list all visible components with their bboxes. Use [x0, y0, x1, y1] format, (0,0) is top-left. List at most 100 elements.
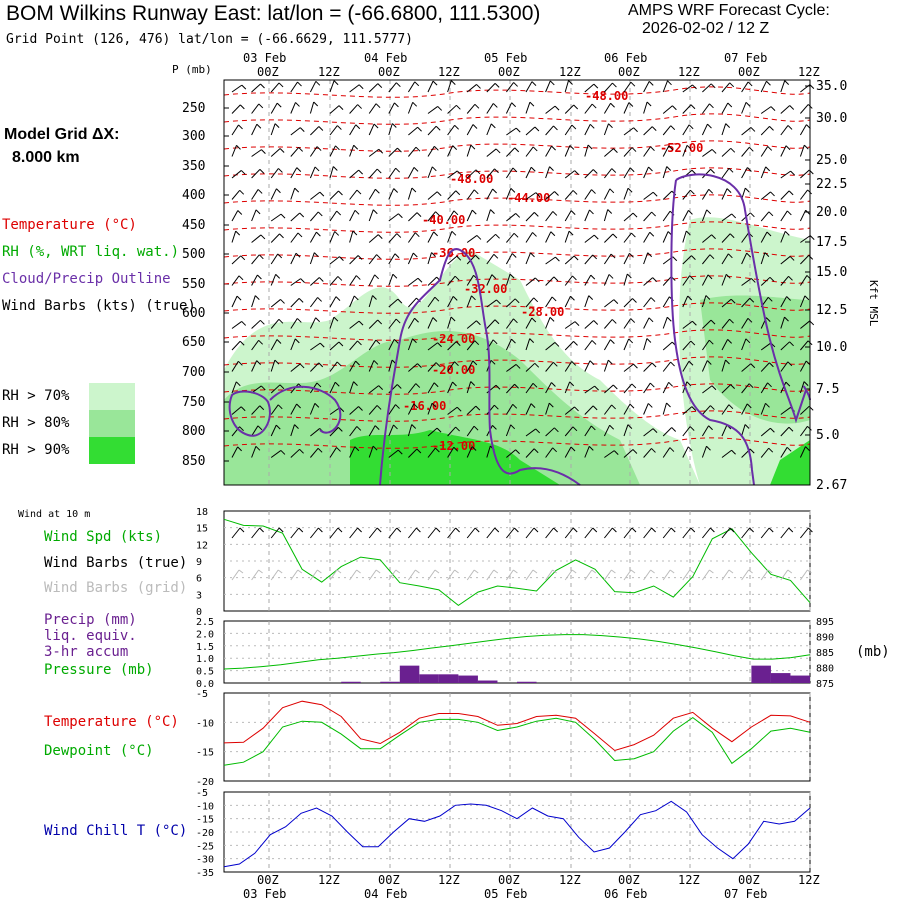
- bottom-time-9: 12Z: [798, 873, 820, 887]
- wind-speed-label: Wind Spd (kts): [44, 529, 163, 545]
- pressure-ytick-890: 890: [816, 633, 834, 644]
- wind-ytick-9: 9: [196, 557, 202, 568]
- bottom-time-0: 00Z: [257, 873, 279, 887]
- temperature-label: Temperature (°C): [44, 714, 179, 730]
- legend-wind-barbs: Wind Barbs (kts) (true): [2, 298, 196, 314]
- pressure-tick-800: 800: [182, 424, 205, 439]
- height-tick-0: 35.0: [816, 79, 847, 94]
- temp-panel-frame: [223, 692, 811, 782]
- temp-ytick--5: -5: [196, 689, 208, 700]
- dewpoint-line: [223, 716, 811, 766]
- precip-bar-8: [380, 681, 400, 683]
- temp-contour-2: [223, 140, 811, 152]
- top-date-2: 05 Feb: [484, 51, 527, 65]
- bottom-time-2: 00Z: [378, 873, 400, 887]
- rh80-region-right: [700, 295, 810, 424]
- chill-ytick--15: -15: [196, 815, 214, 826]
- pressure-tick-750: 750: [182, 395, 205, 410]
- wind-chill-label: Wind Chill T (°C): [44, 823, 188, 839]
- wind-ytick-15: 15: [196, 524, 208, 535]
- temp-label-1: -52.00: [660, 141, 703, 155]
- legend-temperature: Temperature (°C): [2, 217, 137, 233]
- temp-label-10: -16.00: [403, 399, 446, 413]
- temp-label-2: -48.00: [450, 172, 493, 186]
- pressure-tick-550: 550: [182, 277, 205, 292]
- temp-ytick--10: -10: [196, 718, 214, 729]
- pressure-line: [223, 634, 811, 670]
- temp-label-11: -12.00: [432, 439, 475, 453]
- grid-point-label: Grid Point (126, 476) lat/lon = (-66.662…: [6, 32, 413, 47]
- height-tick-4: 20.0: [816, 205, 847, 220]
- pressure-ytick-880: 880: [816, 664, 834, 675]
- top-time-8: 00Z: [738, 65, 760, 79]
- pressure-tick-700: 700: [182, 365, 205, 380]
- pressure-tick-600: 600: [182, 306, 205, 321]
- chill-ytick--35: -35: [196, 868, 214, 879]
- rh90-label: RH > 90%: [2, 442, 70, 458]
- cloud-outline-left: [228, 390, 271, 437]
- wind-ytick-18: 18: [196, 507, 208, 518]
- pressure-ytick-895: 895: [816, 617, 834, 628]
- pressure-tick-300: 300: [182, 129, 205, 144]
- precip-ytick-3: 1.0: [196, 654, 214, 665]
- precip-ytick-1: 2.0: [196, 629, 214, 640]
- pressure-ytick-875: 875: [816, 679, 834, 690]
- temp-label-6: -32.00: [464, 282, 507, 296]
- temp-contour-9: [223, 329, 811, 341]
- model-grid-value: 8.000 km: [12, 149, 80, 166]
- wind-barbs-true-label: Wind Barbs (true): [44, 555, 188, 571]
- top-time-7: 12Z: [678, 65, 700, 79]
- chill-ytick--25: -25: [196, 841, 214, 852]
- precip-ytick-2: 1.5: [196, 642, 214, 653]
- wind-barbs-grid-label: Wind Barbs (grid): [44, 580, 188, 596]
- height-tick-10: 5.0: [816, 428, 839, 443]
- legend-rh: RH (%, WRT liq. wat.): [2, 244, 180, 260]
- wind-chill-line: [223, 800, 811, 868]
- temp-label-0: -48.00: [585, 89, 628, 103]
- top-time-9: 12Z: [798, 65, 820, 79]
- pressure-axis-label: P (mb): [172, 63, 212, 76]
- temp-label-8: -24.00: [432, 332, 475, 346]
- bottom-time-8: 00Z: [738, 873, 760, 887]
- wind-ytick-6: 6: [196, 574, 202, 585]
- temp-contour-11: [223, 383, 811, 395]
- precip-label: Precip (mm): [44, 612, 137, 628]
- height-tick-2: 25.0: [816, 153, 847, 168]
- top-time-0: 00Z: [257, 65, 279, 79]
- temp-contour-10: [223, 356, 811, 368]
- temp-contour-8: [223, 302, 811, 314]
- pressure-tick-850: 850: [182, 454, 205, 469]
- precip-bar-29: [790, 675, 810, 683]
- top-time-1: 12Z: [318, 65, 340, 79]
- temp-contour-4: [223, 194, 811, 206]
- forecast-cycle-label: AMPS WRF Forecast Cycle:: [628, 2, 830, 19]
- precip-label-3: 3-hr accum: [44, 644, 129, 660]
- temp-ytick--20: -20: [196, 777, 214, 788]
- precip-ytick-5: 0.0: [196, 679, 214, 690]
- chill-ytick--20: -20: [196, 828, 214, 839]
- cloud-outline-left-2: [269, 385, 342, 434]
- wind-10m-label: Wind at 10 m: [18, 509, 91, 520]
- rh90-swatch: [89, 437, 135, 464]
- rh-shading: [224, 217, 810, 485]
- precip-bar-13: [477, 680, 498, 683]
- top-time-6: 00Z: [618, 65, 640, 79]
- rh80-label: RH > 80%: [2, 415, 70, 431]
- top-date-0: 03 Feb: [243, 51, 286, 65]
- top-date-4: 07 Feb: [724, 51, 767, 65]
- wind-ytick-0: 0: [196, 607, 202, 618]
- height-tick-3: 22.5: [816, 177, 847, 192]
- temp-contour-12: [223, 410, 811, 422]
- pressure-tick-400: 400: [182, 188, 205, 203]
- temp-label-9: -20.00: [432, 363, 475, 377]
- top-date-3: 06 Feb: [604, 51, 647, 65]
- page-title: BOM Wilkins Runway East: lat/lon = (-66.…: [6, 2, 541, 25]
- surface-wind-barbs-grid: [231, 569, 812, 581]
- cross-section-frame: [223, 79, 811, 486]
- rh80-region: [224, 331, 640, 485]
- precip-bar-6: [341, 681, 361, 683]
- height-tick-8: 10.0: [816, 340, 847, 355]
- chill-ytick--5: -5: [196, 788, 208, 799]
- pressure-tick-650: 650: [182, 335, 205, 350]
